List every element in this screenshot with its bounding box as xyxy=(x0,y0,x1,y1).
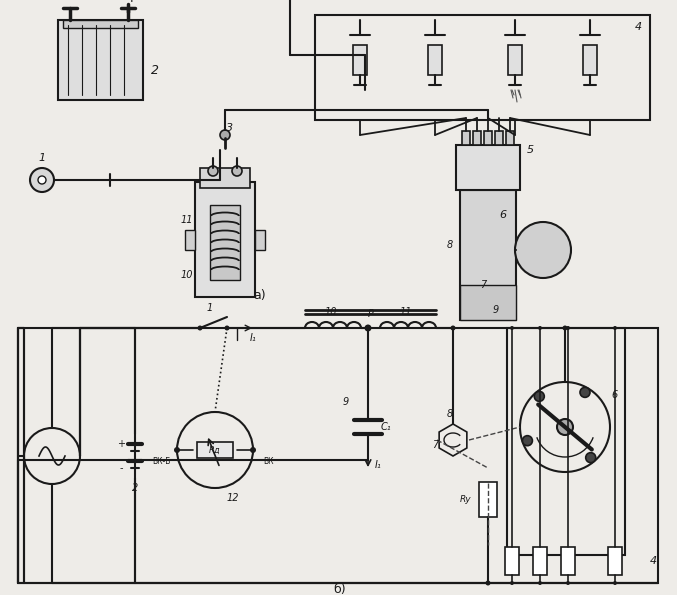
Circle shape xyxy=(563,325,567,330)
Circle shape xyxy=(586,453,596,463)
Text: 6: 6 xyxy=(500,210,506,220)
Text: 2: 2 xyxy=(132,483,138,493)
Bar xyxy=(608,547,622,575)
Text: 8: 8 xyxy=(447,240,453,250)
Bar xyxy=(197,442,233,458)
Bar xyxy=(210,205,240,280)
Bar xyxy=(200,168,250,188)
Circle shape xyxy=(38,176,46,184)
Text: 1: 1 xyxy=(39,153,45,163)
Circle shape xyxy=(523,436,532,446)
Bar xyxy=(473,131,481,145)
Text: I₁: I₁ xyxy=(250,333,257,343)
Text: 11: 11 xyxy=(181,215,193,225)
Bar xyxy=(507,328,625,555)
Text: 3: 3 xyxy=(226,123,234,133)
Bar xyxy=(428,45,442,75)
Circle shape xyxy=(515,222,571,278)
Bar xyxy=(456,145,520,190)
Circle shape xyxy=(566,326,570,330)
Circle shape xyxy=(485,581,491,585)
Bar xyxy=(505,547,519,575)
Text: ВК-Б: ВК-Б xyxy=(152,458,170,466)
Bar xyxy=(583,45,597,75)
Bar xyxy=(63,20,138,28)
Circle shape xyxy=(510,326,514,330)
Circle shape xyxy=(613,326,617,330)
Bar xyxy=(561,547,575,575)
Text: I₁: I₁ xyxy=(374,460,381,470)
Bar xyxy=(315,15,650,120)
Circle shape xyxy=(232,166,242,176)
Text: а): а) xyxy=(254,289,266,302)
Bar xyxy=(185,230,195,250)
Bar xyxy=(353,45,367,75)
Text: 7: 7 xyxy=(480,280,486,290)
Circle shape xyxy=(220,130,230,140)
Circle shape xyxy=(225,325,230,330)
Circle shape xyxy=(364,324,372,331)
Bar xyxy=(479,482,497,517)
Text: -: - xyxy=(64,0,70,5)
Circle shape xyxy=(450,325,456,330)
Circle shape xyxy=(538,581,542,585)
Text: 5: 5 xyxy=(527,145,533,155)
Text: Rу: Rу xyxy=(460,496,472,505)
Text: 8: 8 xyxy=(447,409,453,419)
Circle shape xyxy=(174,447,180,453)
Bar xyxy=(460,190,516,320)
Bar xyxy=(460,285,516,320)
Text: 9: 9 xyxy=(493,305,499,315)
Text: б): б) xyxy=(334,584,347,595)
Text: 11: 11 xyxy=(399,307,412,317)
Text: 9: 9 xyxy=(343,397,349,407)
Bar xyxy=(462,131,470,145)
Circle shape xyxy=(534,392,544,402)
Text: 4: 4 xyxy=(634,22,642,32)
Circle shape xyxy=(580,387,590,397)
Text: 7: 7 xyxy=(432,440,438,450)
Bar xyxy=(495,131,503,145)
Text: +: + xyxy=(117,439,125,449)
Bar xyxy=(533,547,547,575)
Bar xyxy=(58,20,143,100)
Bar xyxy=(484,131,492,145)
Circle shape xyxy=(250,447,256,453)
Text: 12: 12 xyxy=(227,493,239,503)
Text: P: P xyxy=(368,309,374,319)
Text: 2: 2 xyxy=(151,64,159,77)
Text: ВК: ВК xyxy=(264,458,274,466)
Text: 6: 6 xyxy=(612,390,618,400)
Text: +: + xyxy=(125,0,137,5)
Text: 10: 10 xyxy=(181,270,193,280)
Circle shape xyxy=(510,581,514,585)
Circle shape xyxy=(198,325,202,330)
Circle shape xyxy=(566,581,570,585)
Text: C₁: C₁ xyxy=(380,422,391,432)
Bar xyxy=(18,328,658,583)
Circle shape xyxy=(208,166,218,176)
Bar xyxy=(508,45,522,75)
Text: 10: 10 xyxy=(325,307,337,317)
Bar xyxy=(255,230,265,250)
Circle shape xyxy=(613,581,617,585)
Circle shape xyxy=(30,168,54,192)
Text: -: - xyxy=(119,463,123,473)
Text: 4: 4 xyxy=(649,556,657,566)
Bar xyxy=(195,182,255,297)
Text: 1: 1 xyxy=(207,303,213,313)
Bar xyxy=(506,131,514,145)
Circle shape xyxy=(538,326,542,330)
Text: Rд: Rд xyxy=(209,446,221,455)
Circle shape xyxy=(557,419,573,435)
